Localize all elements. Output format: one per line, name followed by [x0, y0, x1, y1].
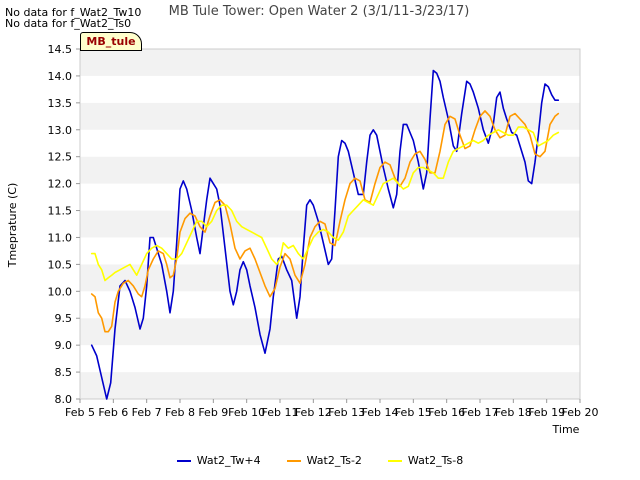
y-axis: 8.0 8.5 9.0 9.5 10.0 10.5 11.0 11.5 12.0 12.5 13.0…: [48, 43, 80, 406]
x-tick-label: Feb 13: [328, 406, 365, 419]
x-tick-label: Feb 18: [495, 406, 532, 419]
y-tick-label: 11.0: [48, 231, 73, 244]
legend: Wat2_Tw+4 Wat2_Ts-2 Wat2_Ts-8: [0, 454, 640, 467]
y-axis-label: Tmeprature (C): [6, 183, 19, 269]
plot-frame: [79, 48, 581, 400]
y-tick-label: 9.5: [55, 312, 73, 325]
y-tick-label: 12.5: [48, 151, 73, 164]
x-tick-label: Feb 19: [528, 406, 565, 419]
y-tick-label: 13.0: [48, 124, 73, 137]
legend-swatch: [387, 459, 402, 462]
y-tick-label: 13.5: [48, 97, 73, 110]
grid-band: [80, 264, 580, 292]
x-tick-label: Feb 16: [428, 406, 465, 419]
y-tick-label: 14.5: [48, 43, 73, 56]
grid-bands: [80, 49, 580, 399]
grid-band: [80, 129, 580, 157]
site-badge: MB_tule: [80, 32, 142, 51]
x-tick-label: Feb 6: [98, 406, 128, 419]
x-tick-label: Feb 5: [65, 406, 95, 419]
y-tick-label: 8.0: [55, 393, 73, 406]
grid-band: [80, 102, 580, 130]
series-line-2: [90, 110, 560, 333]
legend-label: Wat2_Tw+4: [196, 454, 261, 467]
x-tick-label: Feb 17: [462, 406, 499, 419]
grid-band: [80, 156, 580, 184]
y-tick-label: 10.0: [48, 285, 73, 298]
y-tick-label: 9.0: [55, 339, 73, 352]
legend-label: Wat2_Ts-8: [407, 454, 464, 467]
y-tick-label: 10.5: [48, 258, 73, 271]
x-tick-label: Feb 12: [295, 406, 332, 419]
chart-title: MB Tule Tower: Open Water 2 (3/1/11-3/23…: [169, 4, 470, 19]
grid-band: [80, 49, 580, 76]
grid-band: [80, 291, 580, 319]
legend-swatch: [176, 459, 191, 462]
legend-label: Wat2_Ts-2: [306, 454, 362, 467]
grid-band: [80, 75, 580, 103]
x-axis-label: Time: [552, 423, 580, 436]
x-tick-label: Feb 9: [198, 406, 228, 419]
series-line-3: [90, 126, 560, 282]
x-tick-label: Feb 8: [165, 406, 195, 419]
no-data-message: No data for f_Wat2_Ts0: [5, 17, 132, 30]
grid-band: [80, 345, 580, 373]
grid-band: [80, 183, 580, 211]
x-tick-label: Feb 15: [395, 406, 432, 419]
y-tick-label: 11.5: [48, 205, 73, 218]
x-tick-label: Feb 20: [562, 406, 599, 419]
grid-band: [80, 372, 580, 399]
grid-band: [80, 318, 580, 346]
x-tick-label: Feb 11: [262, 406, 299, 419]
no-data-message: No data for f_Wat2_Tw10: [5, 6, 142, 19]
legend-item: Wat2_Ts-8: [387, 454, 464, 467]
y-tick-label: 8.5: [55, 366, 73, 379]
x-tick-label: Feb 7: [132, 406, 162, 419]
legend-item: Wat2_Ts-2: [286, 454, 362, 467]
legend-item: Wat2_Tw+4: [176, 454, 261, 467]
x-tick-label: Feb 14: [362, 406, 399, 419]
y-tick-label: 14.0: [48, 70, 73, 83]
legend-swatch: [286, 459, 301, 462]
x-tick-label: Feb 10: [228, 406, 265, 419]
series-lines: [90, 69, 560, 400]
y-tick-label: 12.0: [48, 178, 73, 191]
